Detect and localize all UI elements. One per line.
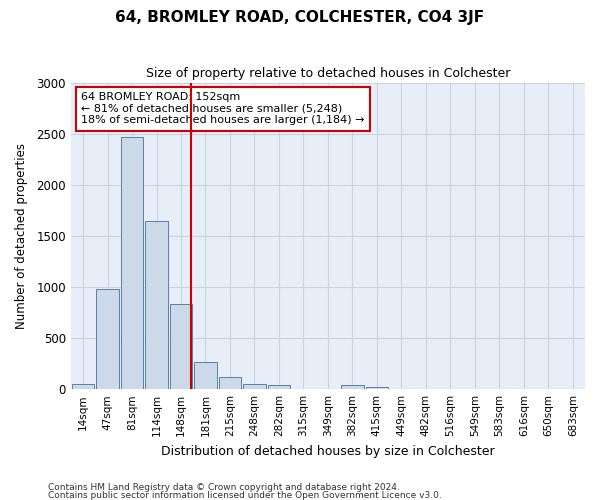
Text: 64, BROMLEY ROAD, COLCHESTER, CO4 3JF: 64, BROMLEY ROAD, COLCHESTER, CO4 3JF (115, 10, 485, 25)
Bar (96, 289, 119, 389)
Bar (121, 137, 143, 389)
Bar (170, 304, 192, 389)
Title: Size of property relative to detached houses in Colchester: Size of property relative to detached ho… (146, 68, 510, 80)
Y-axis label: Number of detached properties: Number of detached properties (15, 143, 28, 329)
Text: 64 BROMLEY ROAD: 152sqm
← 81% of detached houses are smaller (5,248)
18% of semi: 64 BROMLEY ROAD: 152sqm ← 81% of detache… (81, 92, 365, 126)
Bar (243, 384, 266, 389)
Bar (194, 362, 217, 389)
Bar (365, 386, 388, 389)
Bar (145, 221, 168, 389)
Bar (72, 384, 94, 389)
Bar (341, 384, 364, 389)
Bar (268, 384, 290, 389)
Bar (219, 377, 241, 389)
X-axis label: Distribution of detached houses by size in Colchester: Distribution of detached houses by size … (161, 444, 495, 458)
Text: Contains public sector information licensed under the Open Government Licence v3: Contains public sector information licen… (48, 490, 442, 500)
Text: Contains HM Land Registry data © Crown copyright and database right 2024.: Contains HM Land Registry data © Crown c… (48, 483, 400, 492)
